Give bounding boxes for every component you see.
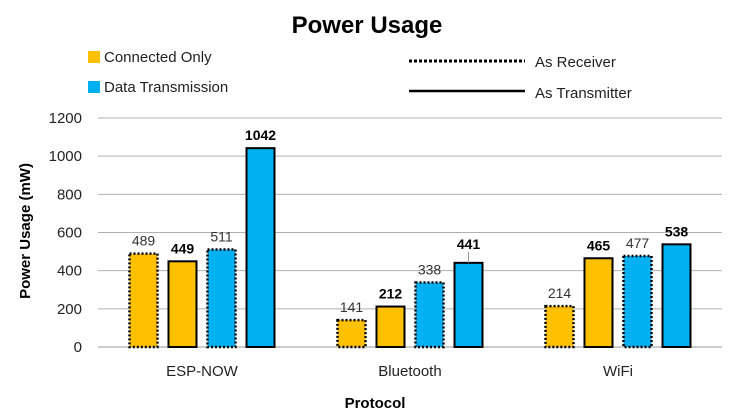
bar-bluetooth-series-2 bbox=[414, 281, 445, 349]
bar-esp-now-series-0 bbox=[128, 252, 159, 349]
bar-wifi-series-1 bbox=[583, 257, 614, 349]
legend-label-as-transmitter: As Transmitter bbox=[535, 85, 632, 102]
legend-swatch-data-transmission bbox=[88, 81, 100, 93]
legend-label-connected-only: Connected Only bbox=[104, 49, 212, 66]
legend-swatch-connected-only bbox=[88, 51, 100, 63]
data-labels: 489 449 511 1042 141 212 338 441 214 465 477 538 bbox=[132, 127, 689, 315]
bar-wifi-series-3 bbox=[661, 243, 692, 348]
data-label: 212 bbox=[379, 286, 403, 302]
bar-esp-now-series-3 bbox=[245, 147, 276, 348]
data-label: 141 bbox=[340, 299, 364, 315]
data-label: 538 bbox=[665, 223, 689, 239]
legend-label-data-transmission: Data Transmission bbox=[104, 79, 228, 96]
bar-esp-now-series-1 bbox=[167, 260, 198, 348]
data-label: 477 bbox=[626, 235, 650, 251]
bar-wifi-series-0 bbox=[544, 304, 575, 349]
y-tick-label: 400 bbox=[57, 263, 82, 280]
gridlines bbox=[98, 117, 722, 348]
bar-bluetooth-series-0 bbox=[336, 318, 367, 349]
y-tick-label: 1200 bbox=[49, 110, 82, 127]
legend-label-as-receiver: As Receiver bbox=[535, 54, 616, 71]
data-label: 1042 bbox=[245, 127, 276, 143]
x-axis-title: Protocol bbox=[345, 395, 406, 412]
y-tick-label: 0 bbox=[74, 339, 82, 356]
bar-wifi-series-2 bbox=[622, 254, 653, 349]
y-tick-label: 200 bbox=[57, 301, 82, 318]
x-axis-ticks: ESP-NOW Bluetooth WiFi bbox=[166, 363, 633, 380]
data-label: 441 bbox=[457, 236, 481, 252]
bar-bluetooth-series-1 bbox=[375, 305, 406, 348]
data-label: 511 bbox=[210, 228, 233, 244]
data-label: 465 bbox=[587, 237, 611, 253]
data-label: 338 bbox=[418, 261, 442, 277]
y-axis-ticks: 0 200 400 600 800 1000 1200 bbox=[49, 110, 82, 356]
y-tick-label: 800 bbox=[57, 186, 82, 203]
bar-bluetooth-series-3 bbox=[453, 261, 484, 348]
y-axis-title: Power Usage (mW) bbox=[17, 163, 34, 299]
y-tick-label: 1000 bbox=[49, 148, 82, 165]
x-tick-label: ESP-NOW bbox=[166, 363, 239, 380]
bar-esp-now-series-2 bbox=[206, 248, 237, 349]
x-tick-label: WiFi bbox=[603, 363, 633, 380]
data-label: 449 bbox=[171, 240, 195, 256]
chart-title: Power Usage bbox=[292, 12, 443, 39]
bars bbox=[128, 147, 692, 349]
y-tick-label: 600 bbox=[57, 225, 82, 242]
legend: Connected Only Data Transmission As Rece… bbox=[88, 49, 632, 102]
x-tick-label: Bluetooth bbox=[378, 363, 441, 380]
data-label: 214 bbox=[548, 285, 572, 301]
data-label: 489 bbox=[132, 233, 156, 249]
